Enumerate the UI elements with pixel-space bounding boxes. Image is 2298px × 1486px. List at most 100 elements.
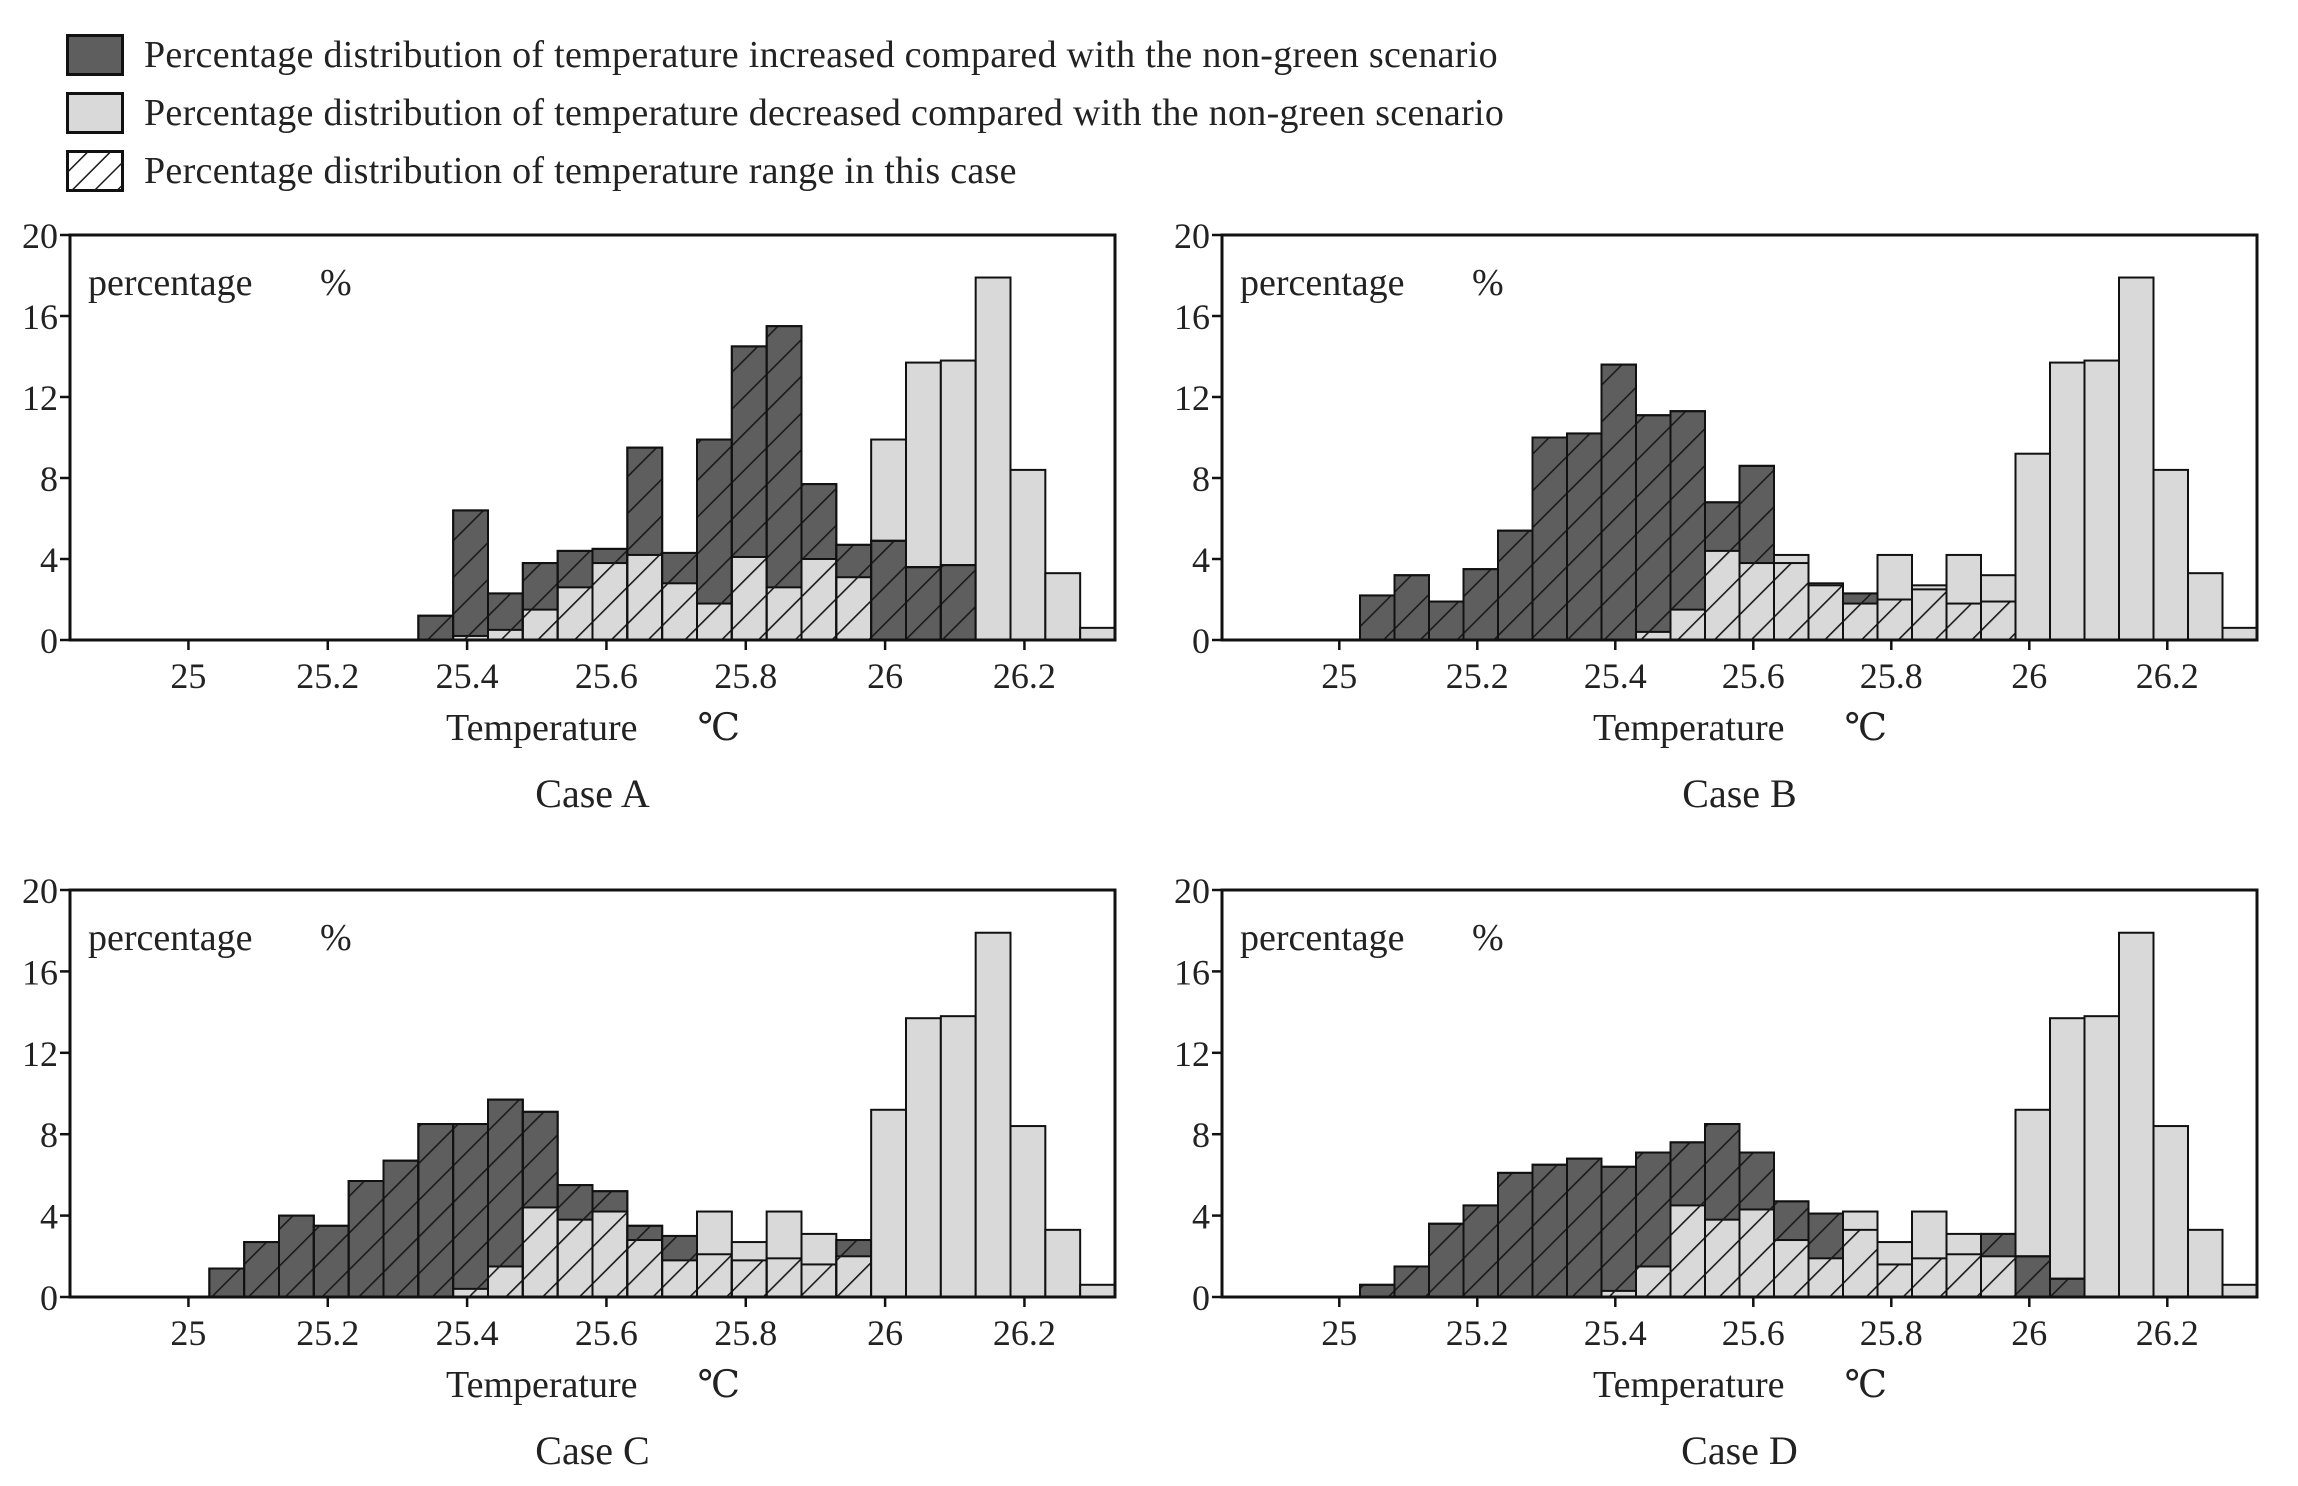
- bar-decreased: [2187, 572, 2224, 641]
- bar-range-hatch: [661, 551, 699, 641]
- bar-range-hatch: [556, 1184, 594, 1298]
- x-axis-unit: ℃: [1845, 1364, 1888, 1406]
- bar-range-hatch: [417, 1123, 455, 1299]
- bar-decreased: [2049, 1017, 2086, 1280]
- bar-range-hatch: [626, 1224, 664, 1299]
- bar-range-hatch: [905, 566, 942, 641]
- bar-decreased: [939, 1015, 977, 1298]
- bar-range-hatch: [1773, 1200, 1810, 1298]
- y-tick-label: 16: [1174, 297, 1210, 337]
- bar-range-hatch: [243, 1241, 281, 1299]
- bar-range-hatch: [382, 1159, 420, 1299]
- bar-range-hatch: [661, 1234, 699, 1298]
- y-axis-label: percentage: [88, 917, 253, 959]
- y-tick-label: 20: [22, 871, 58, 911]
- bar-range-hatch: [835, 543, 873, 642]
- y-tick-label: 16: [22, 952, 58, 992]
- bar-range-hatch: [591, 547, 629, 641]
- y-axis-unit: %: [1472, 917, 1504, 959]
- bar-decreased: [2014, 452, 2051, 642]
- x-tick-label: 26: [867, 656, 903, 696]
- x-tick-label: 26.2: [2136, 1313, 2199, 1353]
- bar-range-hatch: [487, 592, 524, 641]
- bar-decreased: [1044, 1228, 1082, 1298]
- bar-decreased: [2221, 1283, 2258, 1299]
- bar-decreased: [2118, 931, 2155, 1298]
- bar-range-hatch: [1635, 1151, 1672, 1299]
- bar-range-hatch: [417, 614, 455, 642]
- bar-decreased: [2049, 361, 2086, 641]
- x-tick-label: 25.4: [1584, 1313, 1647, 1353]
- legend-item-decreased: Percentage distribution of temperature d…: [66, 84, 1504, 142]
- bar-range-hatch: [521, 1110, 559, 1298]
- bar-range-hatch: [1738, 1151, 1775, 1299]
- x-tick-label: 26: [2011, 656, 2047, 696]
- x-axis-unit: ℃: [1845, 707, 1888, 749]
- legend-label-increased: Percentage distribution of temperature i…: [144, 34, 1498, 76]
- y-axis-label: percentage: [1240, 917, 1405, 959]
- x-axis-label: Temperature: [446, 1364, 637, 1406]
- y-axis-unit: %: [320, 917, 352, 959]
- x-axis-unit: ℃: [698, 707, 741, 749]
- bar-range-hatch: [1773, 562, 1810, 641]
- bar-range-hatch: [800, 1263, 838, 1298]
- x-axis-unit: ℃: [698, 1364, 741, 1406]
- bar-range-hatch: [1531, 1163, 1568, 1298]
- bar-range-hatch: [696, 1253, 733, 1299]
- bar-decreased: [870, 438, 908, 542]
- bar-range-hatch: [521, 562, 559, 641]
- bar-range-hatch: [1462, 1204, 1499, 1299]
- bar-range-hatch: [1911, 1257, 1948, 1298]
- bar-range-hatch: [1704, 1123, 1741, 1299]
- bar-decreased: [974, 931, 1012, 1298]
- bar-range-hatch: [1531, 436, 1568, 641]
- x-tick-label: 25.4: [1584, 656, 1647, 696]
- y-tick-label: 4: [40, 540, 58, 580]
- y-tick-label: 4: [1192, 1197, 1210, 1237]
- y-tick-label: 16: [22, 297, 58, 337]
- x-tick-label: 25.2: [296, 1313, 359, 1353]
- y-tick-label: 0: [1192, 1278, 1210, 1318]
- bar-decreased: [2083, 1015, 2120, 1298]
- bar-range-hatch: [1393, 1265, 1430, 1298]
- bar-decreased: [870, 1108, 908, 1299]
- bar-decreased: [1044, 572, 1082, 641]
- chart-panel-d: 0 4 8 12 16 20 25 25.2 25.4 25.6 25.8 26 26.2 percent…: [1174, 871, 2259, 1473]
- y-tick-label: 20: [1174, 871, 1210, 911]
- bar-decreased: [974, 276, 1012, 641]
- bar-range-hatch: [1911, 588, 1948, 641]
- bar-decreased: [2152, 1125, 2189, 1299]
- y-tick-label: 20: [22, 216, 58, 256]
- bar-decreased: [939, 359, 977, 567]
- bar-range-hatch: [1704, 501, 1741, 641]
- legend-item-increased: Percentage distribution of temperature i…: [66, 26, 1504, 84]
- bar-range-hatch: [1497, 529, 1534, 642]
- bar-range-hatch: [800, 483, 838, 642]
- bar-range-hatch: [1807, 584, 1844, 642]
- bar-range-hatch: [1669, 410, 1706, 641]
- bar-range-hatch: [1428, 600, 1465, 642]
- bar-range-hatch: [1635, 414, 1672, 641]
- bar-decreased: [2083, 359, 2120, 641]
- x-tick-label: 26.2: [993, 656, 1056, 696]
- bar-range-hatch: [1393, 574, 1430, 642]
- bar-range-hatch: [556, 549, 594, 642]
- bar-decreased: [1009, 1125, 1047, 1299]
- legend-label-range: Percentage distribution of temperature r…: [144, 150, 1017, 192]
- y-tick-label: 16: [1174, 952, 1210, 992]
- bar-range-hatch: [1876, 1263, 1913, 1298]
- bar-range-hatch: [730, 345, 768, 641]
- bar-range-hatch: [1566, 1157, 1603, 1298]
- x-tick-label: 25.6: [575, 656, 638, 696]
- y-tick-label: 8: [40, 1115, 58, 1155]
- x-tick-label: 26.2: [993, 1313, 1056, 1353]
- y-axis-unit: %: [1472, 262, 1504, 304]
- y-tick-label: 8: [40, 459, 58, 499]
- y-tick-label: 4: [1192, 540, 1210, 580]
- bar-decreased: [2152, 468, 2189, 641]
- y-tick-label: 12: [1174, 378, 1210, 418]
- y-tick-label: 0: [40, 621, 58, 661]
- x-tick-label: 25: [170, 656, 206, 696]
- bar-range-hatch: [1945, 602, 1982, 641]
